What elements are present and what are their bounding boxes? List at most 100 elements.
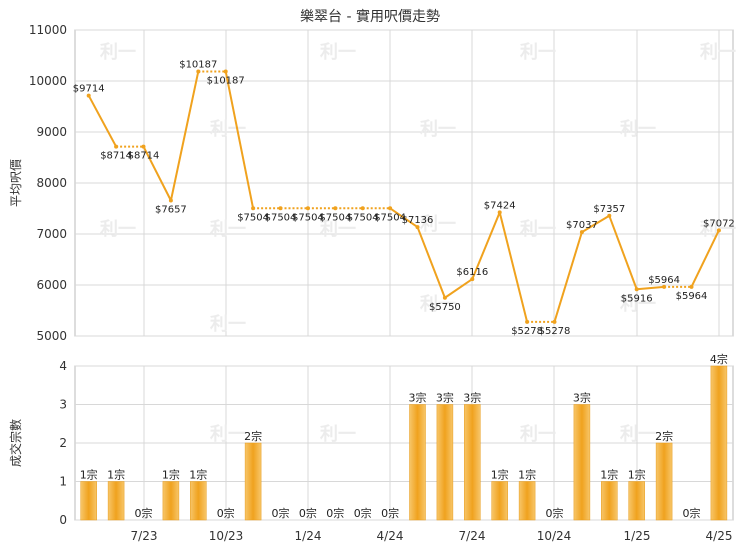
price-point xyxy=(525,319,530,324)
price-point xyxy=(278,206,283,211)
price-data-label: $6116 xyxy=(456,267,488,278)
price-point xyxy=(223,69,228,74)
price-data-label: $7504 xyxy=(319,212,351,223)
volume-data-label: 2宗 xyxy=(655,429,673,443)
volume-bar xyxy=(518,481,536,521)
price-data-label: $10187 xyxy=(179,59,217,70)
x-tick-label: 10/24 xyxy=(537,529,572,543)
volume-data-label: 1宗 xyxy=(107,468,125,482)
price-point xyxy=(415,225,420,230)
watermark-logo: 利一 xyxy=(210,218,246,240)
price-data-label: $7504 xyxy=(265,212,297,223)
price-data-label: $7424 xyxy=(484,200,516,211)
price-line-segment xyxy=(498,212,529,323)
x-tick-label: 7/24 xyxy=(459,529,486,543)
volume-data-label: 1宗 xyxy=(491,468,509,482)
volume-data-label: 3宗 xyxy=(573,391,591,405)
price-data-label: $7504 xyxy=(237,212,269,223)
price-point xyxy=(662,284,667,289)
price-data-label: $7504 xyxy=(347,212,379,223)
price-line-segment xyxy=(224,71,255,209)
volume-data-label: 0宗 xyxy=(135,506,153,520)
price-line-segment xyxy=(416,226,446,299)
x-tick-label: 7/23 xyxy=(131,529,158,543)
volume-data-label: 1宗 xyxy=(80,468,98,482)
volume-y-tick-label: 0 xyxy=(59,513,67,527)
price-point xyxy=(168,198,173,203)
volume-bar xyxy=(190,481,207,521)
volume-data-label: 0宗 xyxy=(683,506,701,520)
volume-y-tick-label: 2 xyxy=(59,436,67,450)
x-tick-label: 10/23 xyxy=(209,529,244,543)
price-y-tick-label: 7000 xyxy=(36,227,67,241)
price-y-axis-title: 平均呎價 xyxy=(9,159,23,207)
volume-bar xyxy=(628,481,645,521)
x-tick-label: 1/24 xyxy=(295,529,322,543)
price-data-label: $5916 xyxy=(621,293,653,304)
watermark-logo: 利一 xyxy=(620,118,656,140)
volume-data-label: 3宗 xyxy=(436,391,454,405)
volume-data-label: 0宗 xyxy=(299,506,317,520)
watermark-logo: 利一 xyxy=(420,213,456,235)
volume-bar xyxy=(710,365,728,521)
volume-y-axis-title: 成交宗數 xyxy=(8,419,23,467)
volume-bar xyxy=(436,404,454,521)
price-line-segment xyxy=(87,95,117,148)
watermark-logo: 利一 xyxy=(210,423,246,445)
price-line-segment xyxy=(471,211,501,280)
price-data-label: $5964 xyxy=(648,275,680,286)
watermark-logo: 利一 xyxy=(420,293,456,315)
price-data-label: $7657 xyxy=(155,204,187,215)
price-data-label: $10187 xyxy=(207,75,245,86)
price-y-tick-label: 5000 xyxy=(36,329,67,343)
volume-bar xyxy=(80,481,97,521)
volume-y-tick-label: 1 xyxy=(59,475,67,489)
volume-bar xyxy=(244,442,262,521)
price-point xyxy=(470,277,475,282)
price-data-label: $7357 xyxy=(593,204,625,215)
watermark-logo: 利一 xyxy=(700,41,736,63)
volume-data-label: 1宗 xyxy=(628,468,646,482)
volume-bar-layer: 1宗 1宗 0宗 1宗 1宗 0宗 2宗 0宗 0宗 0宗 0宗 0宗 3宗 3宗 3宗 1宗 1宗 0宗 3宗 1宗… xyxy=(80,352,728,521)
price-y-tick-label: 6000 xyxy=(36,278,67,292)
volume-data-label: 1宗 xyxy=(518,468,536,482)
volume-data-label: 3宗 xyxy=(409,391,427,405)
volume-data-label: 1宗 xyxy=(189,468,207,482)
x-tick-label: 1/25 xyxy=(624,529,651,543)
price-data-label: $5964 xyxy=(676,291,708,302)
price-data-label: $7504 xyxy=(292,212,324,223)
volume-bar xyxy=(655,442,673,521)
volume-data-label: 0宗 xyxy=(272,506,290,520)
price-data-label: $9714 xyxy=(73,84,105,95)
watermark-logo: 利一 xyxy=(520,423,556,445)
volume-bar xyxy=(573,404,591,521)
volume-bar xyxy=(162,481,180,521)
price-data-label: $8714 xyxy=(100,151,132,162)
price-point xyxy=(442,295,447,300)
price-line-segment xyxy=(608,215,638,290)
price-data-label: $8714 xyxy=(128,151,160,162)
watermark-layer: 利一利一利一利一利一利一利一利一利一利一利一利一利一利一利一利一利一利一利一利一 xyxy=(100,41,736,445)
price-data-label: $5278 xyxy=(539,326,571,337)
watermark-logo: 利一 xyxy=(520,218,556,240)
price-line-layer: $9714$8714$8714$7657$10187$10187$7504$75… xyxy=(73,59,735,336)
price-line-segment xyxy=(142,146,172,201)
volume-y-tick-label: 4 xyxy=(59,359,67,373)
price-point xyxy=(251,206,256,211)
volume-bar xyxy=(107,481,125,521)
price-point xyxy=(579,230,584,235)
price-data-label: $5278 xyxy=(511,326,543,337)
price-line-segment xyxy=(636,285,665,291)
price-point xyxy=(86,93,91,98)
price-data-label: $7136 xyxy=(402,215,434,226)
volume-data-label: 1宗 xyxy=(600,468,618,482)
price-y-tick-label: 10000 xyxy=(29,74,67,88)
price-point xyxy=(716,228,721,233)
price-line-segment xyxy=(389,207,419,228)
watermark-logo: 利一 xyxy=(320,218,356,240)
price-point xyxy=(333,206,338,211)
price-point xyxy=(360,206,365,211)
watermark-logo: 利一 xyxy=(520,41,556,63)
